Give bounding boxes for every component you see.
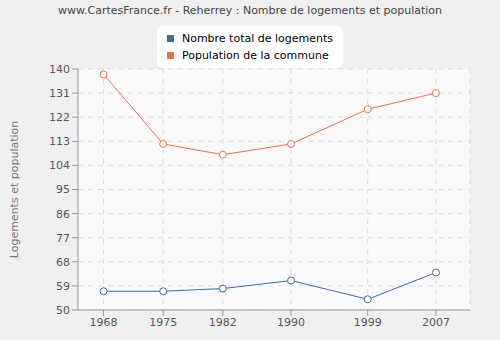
html-text:Population de la commune: Population de la commune <box>181 49 329 62</box>
svg-text:2007: 2007 <box>422 316 450 329</box>
svg-text:Logements et population: Logements et population <box>8 121 21 259</box>
svg-text:95: 95 <box>56 183 70 196</box>
html-text:www.CartesFrance.fr - Reherrey: www.CartesFrance.fr - Reherrey : Nombre … <box>58 4 442 17</box>
svg-text:86: 86 <box>56 208 70 221</box>
svg-text:1975: 1975 <box>149 316 177 329</box>
svg-text:140: 140 <box>49 63 70 76</box>
svg-text:122: 122 <box>49 111 70 124</box>
svg-text:113: 113 <box>49 135 70 148</box>
svg-text:68: 68 <box>56 256 70 269</box>
svg-text:50: 50 <box>56 304 70 317</box>
svg-text:1999: 1999 <box>354 316 382 329</box>
html-text:Nombre total de logements: Nombre total de logements <box>181 32 334 45</box>
svg-text:1968: 1968 <box>90 316 118 329</box>
svg-text:131: 131 <box>49 87 70 100</box>
svg-text:77: 77 <box>56 232 70 245</box>
svg-text:1990: 1990 <box>277 316 305 329</box>
svg-text:1982: 1982 <box>209 316 237 329</box>
svg-text:59: 59 <box>56 280 70 293</box>
svg-text:104: 104 <box>49 159 70 172</box>
